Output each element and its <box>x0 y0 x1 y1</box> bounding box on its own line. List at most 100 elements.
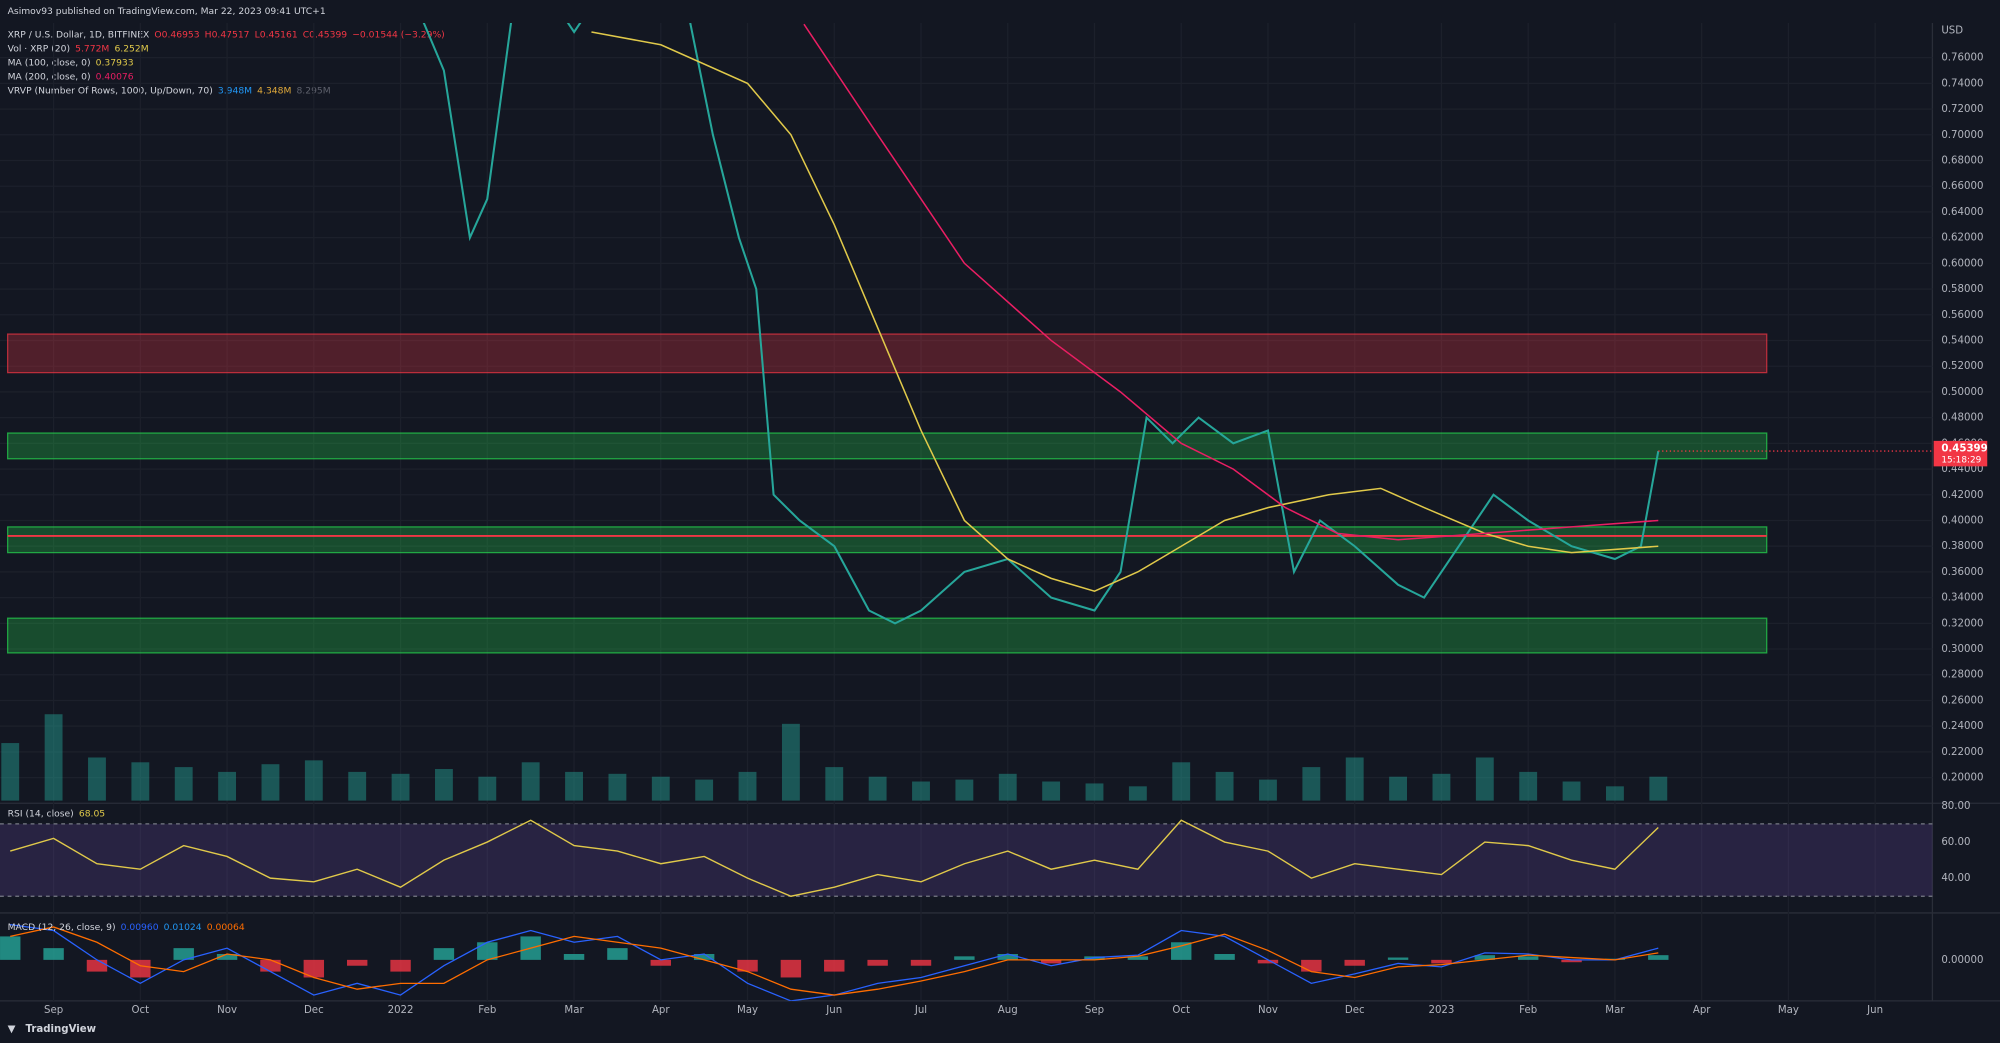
volume-bar <box>174 767 193 801</box>
volume-bar <box>1302 767 1321 801</box>
volume-bar <box>955 779 974 801</box>
ohlc-value: C0.45399 <box>303 29 348 40</box>
rsi-line <box>10 819 1659 897</box>
y-tick-label: 0.54000 <box>1941 335 1983 346</box>
y-tick-label: 0.40000 <box>1941 515 1983 526</box>
macd-histogram-bar <box>433 948 455 960</box>
legend-value: 3.948M <box>218 85 252 96</box>
volume-bar <box>1562 781 1581 801</box>
macd-histogram-bar <box>216 954 238 960</box>
macd-histogram-bar <box>1040 959 1062 964</box>
legend-value: 0.37933 <box>96 57 134 68</box>
x-tick-label: 2023 <box>1428 1005 1454 1016</box>
y-tick-label: 0.62000 <box>1941 233 1983 244</box>
volume-bar <box>1259 779 1277 801</box>
macd-histogram-bar <box>1387 957 1409 960</box>
volume-bar <box>781 723 800 801</box>
macd-histogram-bar <box>1561 959 1582 963</box>
y-tick-label: 0.30000 <box>1941 644 1983 655</box>
volume-bar <box>1519 771 1538 801</box>
macd-legend: MACD (12, 26, close, 9) 0.00960 0.01024 0.0… <box>8 921 245 932</box>
y-tick-label: 0.58000 <box>1941 284 1983 295</box>
legend-value: 4.348M <box>257 85 291 96</box>
volume-bar <box>651 776 670 801</box>
zone <box>7 333 1768 374</box>
y-tick-label: 0.42000 <box>1941 490 1983 501</box>
volume-bar <box>1475 757 1494 801</box>
rsi-title: RSI (14, close) <box>8 808 74 819</box>
macd-histogram-bar <box>997 954 1018 960</box>
macd-histogram-bar <box>867 959 888 966</box>
volume-bar <box>304 760 323 801</box>
x-tick-label: Sep <box>1085 1005 1104 1016</box>
volume-bar <box>1432 773 1451 801</box>
x-tick-label: Nov <box>217 1005 237 1016</box>
rsi-tick-label: 80.00 <box>1941 801 1970 812</box>
volume-bar <box>391 773 410 801</box>
volume-bar <box>825 767 844 801</box>
legend-value: 5.772M <box>75 43 109 54</box>
volume-bar <box>131 762 150 801</box>
volume-bar <box>998 773 1017 801</box>
x-tick-label: Mar <box>1605 1005 1625 1016</box>
macd-histogram-bar <box>1648 955 1669 960</box>
legend-name: Vol · XRP (20) <box>8 43 70 54</box>
rsi-tick-label: 60.00 <box>1941 837 1970 848</box>
volume-bar <box>1128 786 1147 801</box>
countdown: 15:18:29 <box>1941 455 1981 465</box>
y-tick-label: 0.52000 <box>1941 361 1983 372</box>
macd-histogram-bar <box>607 948 628 960</box>
macd-tick-label: 0.00000 <box>1941 955 1983 966</box>
macd-histogram-bar <box>1474 955 1496 960</box>
volume-bar <box>912 781 930 801</box>
footer-brand: TradingView <box>26 1024 97 1035</box>
volume-bar <box>1649 776 1668 801</box>
volume-bar <box>1172 762 1191 801</box>
indicator-legend: VRVP (Number Of Rows, 1000, Up/Down, 70)… <box>8 85 331 96</box>
y-tick-label: 0.26000 <box>1941 695 1983 706</box>
signal-line <box>10 926 1659 996</box>
zone <box>7 617 1768 654</box>
volume-bar <box>608 773 627 801</box>
legend-value: 6.252M <box>114 43 148 54</box>
x-tick-label: May <box>1778 1005 1799 1016</box>
volume-bar <box>261 764 280 801</box>
y-tick-label: 0.70000 <box>1941 130 1983 141</box>
macd-pane <box>0 924 1669 1001</box>
x-tick-label: Dec <box>1345 1005 1365 1016</box>
indicator-legend: MA (100, close, 0) 0.37933 <box>8 57 134 68</box>
x-tick-label: Apr <box>652 1005 670 1016</box>
y-tick-label: 0.68000 <box>1941 156 1983 167</box>
x-tick-label: Nov <box>1258 1005 1278 1016</box>
volume-bar <box>1389 776 1408 801</box>
x-tick-label: Aug <box>998 1005 1018 1016</box>
macd-reading: 0.01024 <box>164 921 202 932</box>
y-tick-label: 0.48000 <box>1941 413 1983 424</box>
y-tick-label: 0.50000 <box>1941 387 1983 398</box>
y-tick-label: 0.44000 <box>1941 464 1983 475</box>
symbol-legend: XRP / U.S. Dollar, 1D, BITFINEX O0.46953 H… <box>8 29 445 40</box>
y-tick-label: 0.36000 <box>1941 567 1983 578</box>
macd-histogram-bar <box>824 959 845 972</box>
macd-histogram-bar <box>260 959 281 972</box>
macd-histogram-bar <box>43 948 64 960</box>
x-tick-label: Oct <box>1172 1005 1190 1016</box>
macd-histogram-bar <box>1214 954 1235 960</box>
macd-histogram-bar <box>1301 959 1322 972</box>
x-tick-label: 2022 <box>388 1005 414 1016</box>
zone <box>7 432 1768 460</box>
price-pane <box>1 22 1768 801</box>
macd-histogram-bar <box>954 956 975 960</box>
volume-bar <box>435 769 453 801</box>
macd-histogram-bar <box>1517 956 1539 960</box>
macd-histogram-bar <box>910 959 932 966</box>
macd-histogram-bar <box>1344 959 1365 966</box>
volume-bar <box>868 776 887 801</box>
macd-histogram-bar <box>303 959 325 978</box>
volume-bar <box>1606 786 1624 801</box>
macd-histogram-bar <box>780 959 802 978</box>
volume-bar <box>521 762 540 801</box>
volume-bar <box>348 771 367 801</box>
y-tick-label: 0.38000 <box>1941 541 1983 552</box>
